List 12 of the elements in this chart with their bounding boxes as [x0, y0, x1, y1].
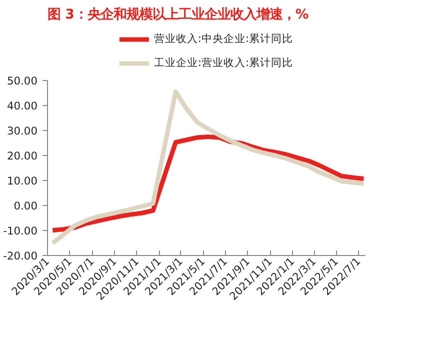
- y-tick-label: 50.00: [6, 74, 38, 88]
- y-tick-label: -20.00: [3, 250, 38, 262]
- y-tick-label: -10.00: [3, 224, 38, 238]
- legend-label: 工业企业:营业收入:累计同比: [154, 56, 294, 70]
- y-tick-label: 20.00: [6, 150, 38, 162]
- y-tick-label: 0.00: [14, 200, 38, 212]
- line-series: [50, 90, 366, 246]
- chart-title: 图 3：央企和规模以上工业企业收入增速，%: [48, 6, 309, 22]
- legend-label: 营业收入:中央企业:累计同比: [154, 32, 294, 46]
- y-tick-label: 10.00: [6, 174, 38, 188]
- y-tick-label: 30.00: [6, 124, 38, 138]
- y-tick-label: 40.00: [6, 100, 38, 112]
